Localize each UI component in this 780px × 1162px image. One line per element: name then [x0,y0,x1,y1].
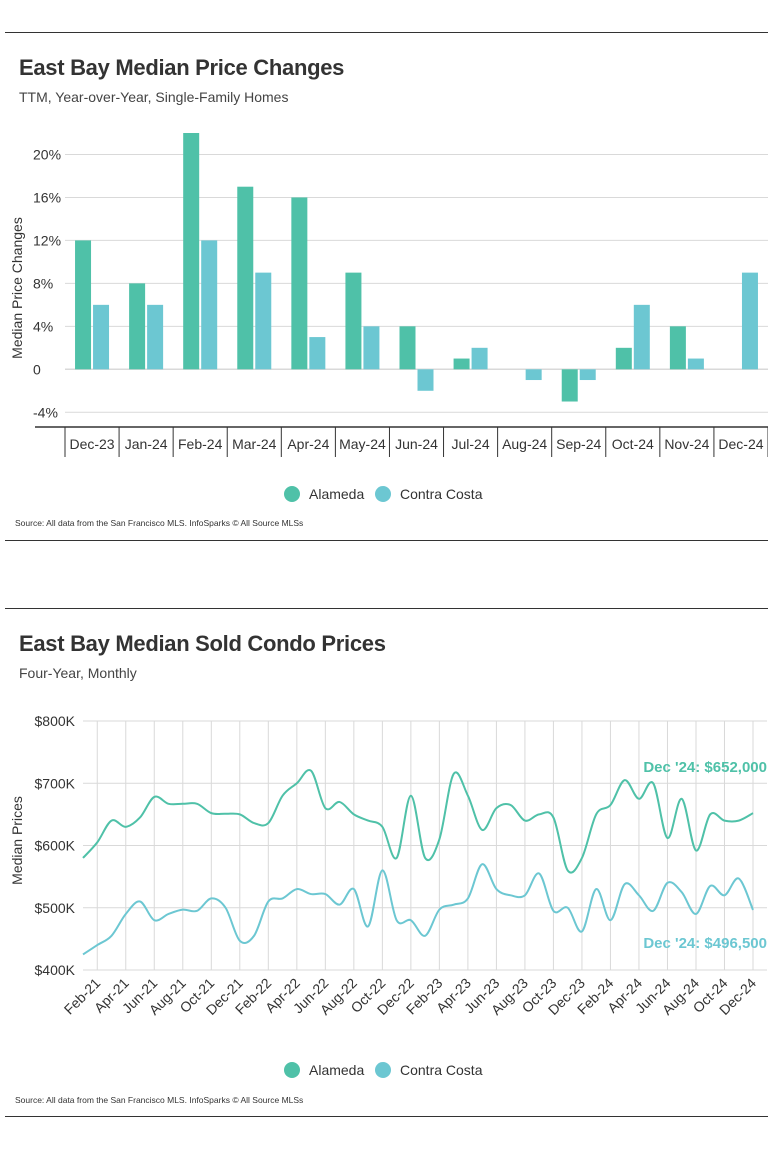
x-tick-label: Jun-24 [395,436,438,452]
bar-contra-costa [633,304,650,370]
top-rule [5,608,768,609]
legend-alameda-label: Alameda [309,486,364,502]
y-tick-label: $800K [35,713,76,729]
x-tick-label: Sep-24 [556,436,601,452]
legend-contra-costa-swatch [375,486,391,502]
y-axis-title: Median Prices [9,796,25,885]
legend-alameda-swatch [284,486,300,502]
bar-contra-costa [255,272,272,370]
x-tick-label: Aug-24 [502,436,547,452]
x-tick-label: Jul-24 [452,436,490,452]
x-tick-label: Dec-24 [718,436,763,452]
bar-contra-costa [201,240,218,370]
top-rule [5,32,768,33]
bar-alameda [345,272,362,370]
legend-contra-costa-label: Contra Costa [400,1062,483,1078]
bar-contra-costa [147,304,164,370]
bar-contra-costa [471,347,488,370]
y-tick-label: $500K [35,900,76,916]
condo-prices-panel: East Bay Median Sold Condo Prices Four-Y… [5,600,768,1120]
bar-alameda [561,369,578,402]
y-tick-label: 12% [33,232,61,248]
chart2-title: East Bay Median Sold Condo Prices [19,631,386,656]
x-tick-label: Jan-24 [125,436,168,452]
chart2-source: Source: All data from the San Francisco … [15,1095,304,1105]
bar-contra-costa [93,304,110,370]
chart1-source: Source: All data from the San Francisco … [15,518,304,528]
y-tick-label: $600K [35,838,76,854]
bar-alameda [183,133,200,370]
chart1-title: East Bay Median Price Changes [19,55,345,80]
bar-alameda [615,347,632,370]
annotation-alameda: Dec '24: $652,000 [643,759,767,776]
bottom-rule [5,540,768,541]
y-axis-title: Median Price Changes [9,217,25,359]
y-tick-label: 0 [33,361,41,377]
bar-alameda [291,197,308,370]
x-tick-label: Feb-24 [178,436,223,452]
x-tick-label: Oct-24 [612,436,654,452]
bar-contra-costa [363,326,380,370]
y-tick-label: 8% [33,275,53,291]
y-tick-label: 16% [33,189,61,205]
chart1-subtitle: TTM, Year-over-Year, Single-Family Homes [19,89,289,105]
chart2-subtitle: Four-Year, Monthly [19,665,137,681]
legend-contra-costa-swatch [375,1062,391,1078]
price-changes-chart: 20% 16% 12% 8% 4% 0 -4% Dec-23 Jan-24 Feb-24 Mar-2… [9,133,768,502]
y-tick-label: $700K [35,775,76,791]
y-tick-label: $400K [35,962,76,978]
y-tick-label: 4% [33,318,53,334]
x-tick-label: May-24 [339,436,386,452]
bar-alameda [129,283,146,370]
y-tick-label: -4% [33,404,58,420]
bar-contra-costa [741,272,758,370]
x-tick-label: Mar-24 [232,436,277,452]
price-changes-panel: East Bay Median Price Changes TTM, Year-… [5,0,768,545]
legend-contra-costa-label: Contra Costa [400,486,483,502]
x-tick-label: Nov-24 [664,436,709,452]
bar-alameda [237,186,254,370]
condo-prices-chart: $800K $700K $600K $500K $400K Dec '24: $652,0… [9,713,767,1078]
annotation-contra-costa: Dec '24: $496,500 [643,935,767,952]
bar-contra-costa [309,337,326,370]
x-tick-label: Dec-23 [69,436,114,452]
bar-contra-costa [417,369,434,391]
bar-alameda [669,326,686,370]
legend-alameda-label: Alameda [309,1062,364,1078]
bar-alameda [453,358,470,370]
bar-contra-costa [525,369,542,381]
bottom-rule [5,1116,768,1117]
bar-alameda [399,326,416,370]
bar-alameda [75,240,92,370]
line-contra-costa [82,863,754,956]
bar-contra-costa [579,369,596,381]
bar-contra-costa [687,358,704,370]
line-alameda [82,768,754,874]
x-tick-label: Apr-24 [287,436,329,452]
legend-alameda-swatch [284,1062,300,1078]
y-tick-label: 20% [33,146,61,162]
